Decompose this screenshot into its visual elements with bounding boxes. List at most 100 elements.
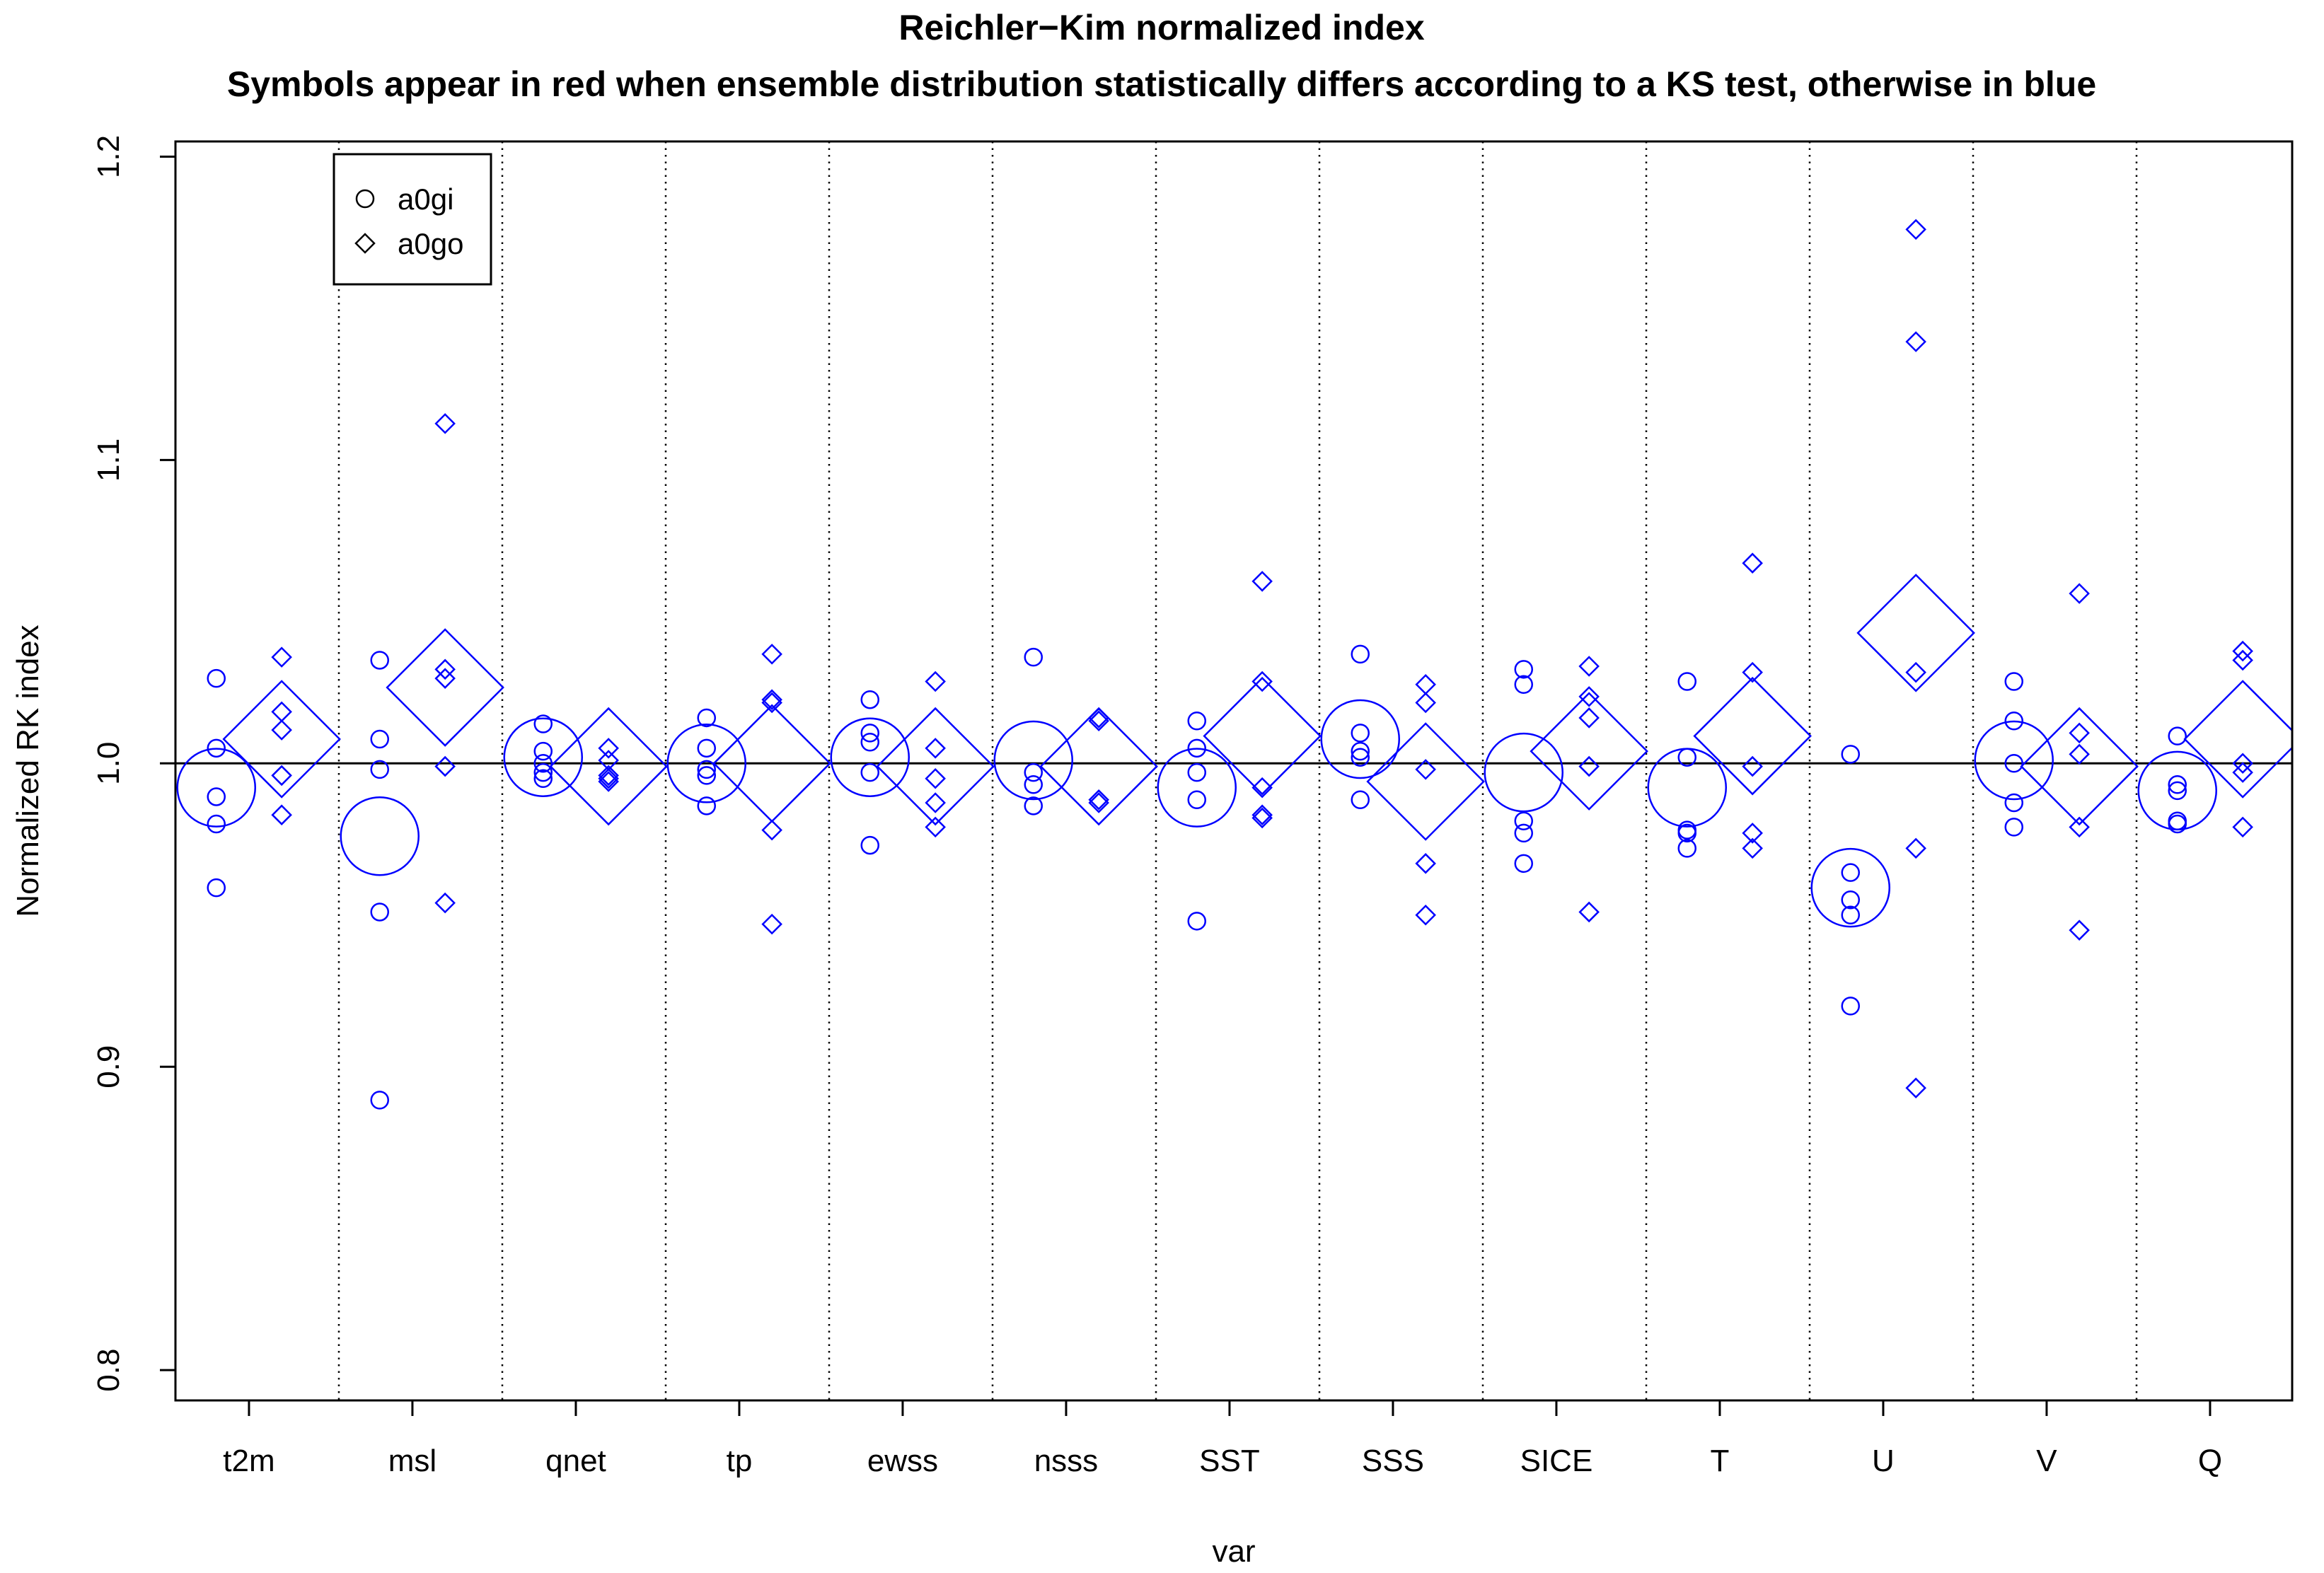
member-point — [207, 668, 226, 688]
y-tick-label: 0.9 — [91, 1045, 126, 1089]
ensemble-mean-point — [830, 717, 910, 797]
member-point — [598, 767, 619, 789]
ensemble-mean-point — [503, 717, 583, 797]
member-point — [1905, 219, 1926, 240]
ensemble-mean-point — [386, 628, 504, 747]
ensemble-mean-point — [1039, 707, 1158, 826]
member-point — [1514, 811, 1533, 831]
member-point — [533, 762, 553, 782]
plot-area — [175, 141, 2292, 1400]
member-point — [533, 769, 553, 788]
member-point — [1088, 789, 1109, 811]
legend-label: a0gi — [398, 182, 453, 216]
member-point — [1841, 745, 1860, 764]
member-point — [761, 689, 782, 710]
member-point — [2168, 781, 2187, 801]
member-point — [2168, 775, 2187, 794]
member-point — [1742, 661, 1763, 683]
plot-clip-group — [175, 141, 2292, 1400]
member-point — [1187, 762, 1206, 782]
ensemble-mean-point — [2137, 750, 2217, 831]
x-tick-label: t2m — [223, 1444, 274, 1478]
member-point — [370, 902, 389, 922]
member-point — [1677, 823, 1696, 843]
member-point — [434, 413, 456, 434]
x-tick-label: U — [1872, 1444, 1895, 1478]
member-point — [860, 733, 879, 752]
member-point — [925, 767, 946, 789]
x-tick-label: ewss — [867, 1444, 938, 1478]
member-point — [1088, 710, 1109, 731]
member-point — [2168, 814, 2187, 834]
member-point — [2069, 743, 2090, 765]
member-point — [1351, 644, 1370, 664]
legend-label: a0go — [398, 227, 463, 260]
member-point — [1514, 854, 1533, 873]
member-point — [1841, 863, 1860, 882]
y-tick-label: 1.2 — [91, 135, 126, 178]
ensemble-mean-point — [340, 796, 420, 876]
y-tick-label: 1.0 — [91, 742, 126, 785]
member-point — [1351, 741, 1370, 761]
member-point — [370, 1091, 389, 1110]
member-point — [1742, 837, 1763, 859]
member-point — [697, 738, 716, 758]
member-point — [761, 644, 782, 665]
chart-subtitle: Symbols appear in red when ensemble dist… — [227, 64, 2096, 104]
member-point — [1088, 792, 1109, 813]
y-tick-label: 1.1 — [91, 439, 126, 482]
member-point — [2069, 919, 2090, 941]
member-point — [271, 646, 292, 668]
member-point — [533, 714, 553, 733]
member-point — [533, 741, 553, 761]
member-point — [271, 804, 292, 825]
ensemble-mean-point — [176, 748, 256, 828]
member-point — [1742, 823, 1763, 844]
member-point — [860, 724, 879, 743]
member-point — [860, 835, 879, 855]
ensemble-mean-point — [1856, 574, 1975, 692]
member-point — [1742, 552, 1763, 574]
member-point — [925, 671, 946, 692]
member-point — [1578, 707, 1600, 729]
member-point — [434, 755, 456, 777]
member-point — [1514, 823, 1533, 843]
member-point — [1415, 853, 1436, 874]
member-point — [370, 651, 389, 670]
member-point — [761, 913, 782, 935]
member-point — [860, 762, 879, 782]
member-point — [598, 765, 619, 786]
x-tick-label: T — [1711, 1444, 1730, 1478]
member-point — [761, 819, 782, 841]
member-point — [2004, 711, 2023, 731]
x-tick-label: nsss — [1034, 1444, 1098, 1478]
ensemble-mean-point — [1366, 722, 1485, 841]
member-point — [1187, 912, 1206, 931]
x-tick-label: SST — [1199, 1444, 1260, 1478]
member-point — [697, 708, 716, 728]
member-point — [2232, 816, 2253, 838]
x-tick-label: tp — [727, 1444, 753, 1478]
member-point — [1187, 738, 1206, 758]
member-point — [1578, 656, 1600, 677]
member-point — [1251, 671, 1273, 692]
x-tick-label: V — [2036, 1444, 2057, 1478]
member-point — [697, 760, 716, 779]
member-point — [1024, 762, 1043, 782]
ensemble-mean-point — [222, 680, 341, 799]
member-point — [370, 729, 389, 749]
member-point — [2168, 726, 2187, 745]
member-point — [207, 787, 226, 806]
ensemble-mean-point — [2020, 707, 2139, 826]
member-point — [1187, 790, 1206, 809]
x-tick-label: qnet — [545, 1444, 606, 1478]
member-point — [2232, 762, 2253, 783]
member-point — [2232, 753, 2253, 774]
member-point — [370, 760, 389, 779]
member-point — [434, 658, 456, 680]
member-point — [1677, 839, 1696, 858]
member-point — [1841, 905, 1860, 924]
chart-title: Reichler−Kim normalized index — [898, 8, 1424, 47]
member-point — [2069, 722, 2090, 744]
ensemble-mean-point — [993, 720, 1073, 801]
